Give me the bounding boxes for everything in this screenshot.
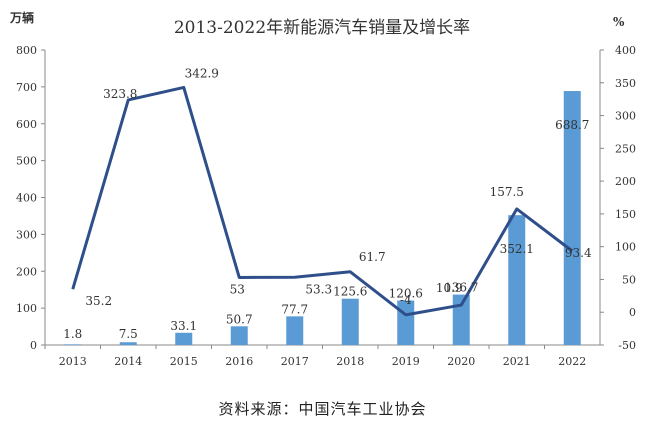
bar-value-label: 125.6 — [333, 285, 367, 299]
bar-value-label: 688.7 — [555, 118, 589, 132]
x-axis-tick-label: 2019 — [392, 355, 420, 368]
line-value-label: -4 — [400, 293, 412, 307]
bar — [563, 91, 581, 346]
bar — [64, 344, 82, 345]
bar — [286, 316, 304, 345]
bar-value-label: 120.6 — [389, 287, 423, 301]
line-value-label: 342.9 — [185, 66, 219, 80]
right-axis-tick-label: 50 — [622, 273, 636, 286]
bar-value-label: 50.7 — [226, 312, 253, 326]
bar-value-label: 352.1 — [500, 242, 534, 256]
line-value-label: 323.8 — [103, 87, 137, 101]
left-axis-unit: 万辆 — [9, 10, 34, 25]
bar-value-label: 136.7 — [444, 281, 478, 295]
x-axis-tick-label: 2020 — [447, 355, 475, 368]
x-axis-tick-label: 2018 — [336, 355, 364, 368]
right-axis-tick-label: 0 — [629, 306, 636, 319]
line-value-label: 53 — [230, 282, 245, 296]
bar-value-label: 7.5 — [119, 327, 138, 341]
bar-value-label: 77.7 — [281, 302, 308, 316]
right-axis-tick-label: -50 — [618, 339, 636, 352]
right-axis-tick-label: 100 — [615, 241, 636, 254]
x-axis-tick-label: 2017 — [281, 355, 309, 368]
bar — [508, 215, 526, 345]
chart-title: 2013-2022年新能源汽车销量及增长率 — [174, 18, 470, 38]
right-axis-tick-label: 150 — [615, 208, 636, 221]
bar — [341, 298, 359, 345]
left-axis-tick-label: 400 — [16, 192, 37, 205]
right-axis-tick-label: 400 — [615, 44, 636, 57]
left-axis-tick-label: 0 — [30, 339, 37, 352]
bar-value-label: 33.1 — [170, 319, 197, 333]
line-value-label: 93.4 — [565, 246, 592, 260]
right-axis-unit: % — [613, 15, 625, 29]
left-axis-tick-label: 200 — [16, 265, 37, 278]
right-axis-tick-label: 250 — [615, 142, 636, 155]
x-axis-tick-label: 2014 — [114, 355, 142, 368]
right-axis-tick-label: 350 — [615, 77, 636, 90]
axes: 0 100 200 300 400 500 600 700 800 -50 0 50 100 150 200… — [16, 44, 636, 368]
bar-series — [64, 91, 581, 346]
left-axis-tick-label: 600 — [16, 118, 37, 131]
bar — [175, 332, 193, 345]
bar-value-label: 1.8 — [63, 327, 82, 341]
x-axis-tick-label: 2013 — [59, 355, 87, 368]
x-axis-tick-label: 2016 — [225, 355, 253, 368]
line-value-label: 61.7 — [359, 250, 386, 264]
left-axis-tick-label: 800 — [16, 44, 37, 57]
line-series — [71, 85, 574, 317]
x-axis-tick-label: 2022 — [558, 355, 586, 368]
data-labels: 1.8 7.5 33.1 50.7 77.7 125.6 120.6 136.7 352.1 68… — [63, 66, 592, 341]
right-axis-tick-label: 200 — [615, 175, 636, 188]
line-value-label: 157.5 — [490, 185, 524, 199]
line-value-label: 53.3 — [305, 282, 332, 296]
bar — [230, 326, 248, 345]
left-axis-tick-label: 100 — [16, 302, 37, 315]
left-axis-tick-label: 500 — [16, 155, 37, 168]
line-value-label: 10.9 — [436, 281, 463, 295]
x-axis-tick-label: 2015 — [170, 355, 198, 368]
left-axis-tick-label: 300 — [16, 228, 37, 241]
bar — [119, 342, 137, 345]
left-axis-tick-label: 700 — [16, 81, 37, 94]
right-axis-tick-label: 300 — [615, 110, 636, 123]
bar — [397, 300, 415, 345]
line-value-label: 35.2 — [85, 294, 112, 308]
growth-line — [71, 85, 574, 317]
x-axis-tick-label: 2021 — [503, 355, 531, 368]
source-note: 资料来源：中国汽车工业协会 — [218, 400, 427, 418]
